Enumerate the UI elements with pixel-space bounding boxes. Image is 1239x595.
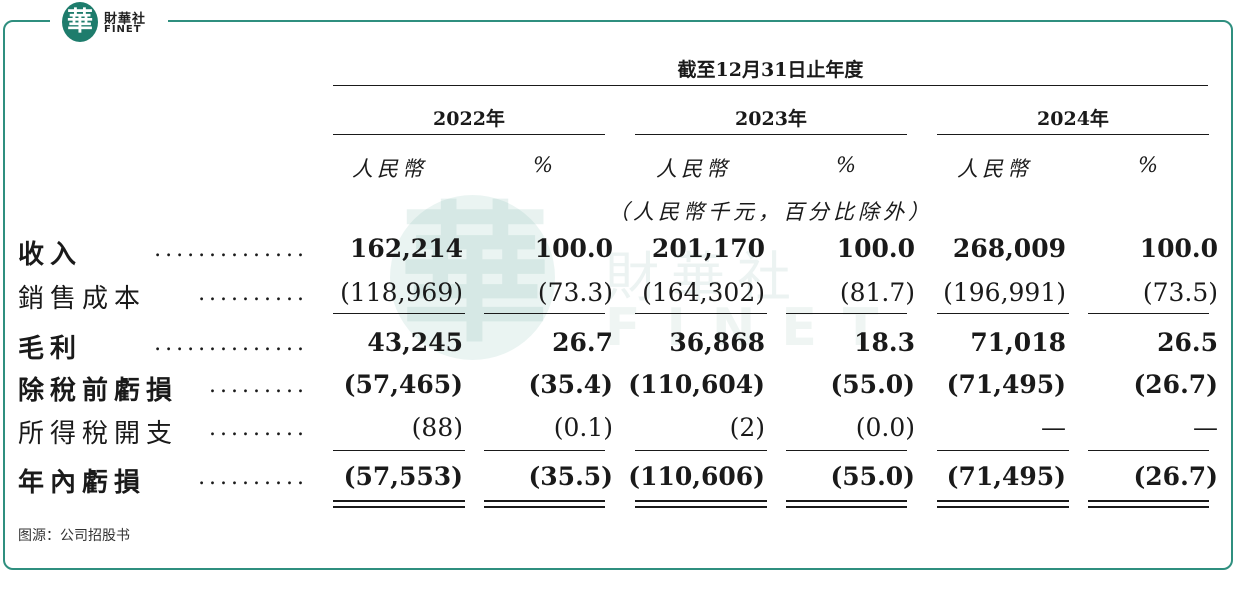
leader-dots: ......... bbox=[209, 416, 308, 441]
total-double-rule bbox=[484, 500, 605, 508]
content-frame bbox=[3, 20, 1233, 570]
subtotal-rule bbox=[484, 313, 605, 314]
cell-2022-percent: (35.4) bbox=[528, 370, 613, 399]
period-header: 截至12月31日止年度 bbox=[677, 59, 864, 81]
watermark-circle bbox=[390, 195, 555, 360]
cell-2023-percent: 100.0 bbox=[836, 234, 915, 263]
source-caption: 图源：公司招股书 bbox=[18, 528, 130, 544]
year-header-2023: 2023年 bbox=[735, 108, 807, 130]
brand-name-en: FINET bbox=[104, 24, 142, 35]
row-label: 毛利 bbox=[18, 334, 83, 364]
cell-2024-amount: (71,495) bbox=[946, 462, 1066, 491]
row-label: 銷售成本 bbox=[18, 284, 147, 314]
unit-note: （人民幣千元，百分比除外） bbox=[608, 200, 933, 224]
year-header-2024: 2024年 bbox=[1037, 108, 1109, 130]
cell-2024-amount: 268,009 bbox=[952, 234, 1066, 263]
subtotal-rule bbox=[635, 450, 767, 451]
col-currency-2022: 人民幣 bbox=[352, 157, 427, 181]
subtotal-rule bbox=[786, 313, 907, 314]
col-percent-2024: % bbox=[1138, 153, 1162, 177]
cell-2023-amount: (110,606) bbox=[628, 462, 765, 491]
cell-2022-amount: (57,553) bbox=[343, 462, 463, 491]
cell-2023-percent: (0.0) bbox=[855, 413, 915, 442]
leader-dots: .............. bbox=[154, 331, 308, 356]
total-double-rule bbox=[1088, 500, 1209, 508]
cell-2022-percent: (35.5) bbox=[528, 462, 613, 491]
subtotal-rule bbox=[484, 450, 605, 451]
subtotal-rule bbox=[333, 313, 465, 314]
subtotal-rule bbox=[1088, 313, 1209, 314]
cell-2022-percent: (0.1) bbox=[553, 413, 613, 442]
cell-2022-amount: (88) bbox=[411, 413, 463, 442]
cell-2024-amount: (196,991) bbox=[943, 278, 1066, 307]
col-currency-2024: 人民幣 bbox=[957, 157, 1032, 181]
leader-dots: .......... bbox=[198, 465, 308, 490]
row-label: 除稅前虧損 bbox=[18, 376, 179, 406]
cell-2024-percent: (26.7) bbox=[1133, 370, 1218, 399]
row-label: 年內虧損 bbox=[18, 468, 147, 498]
col-currency-2023: 人民幣 bbox=[656, 157, 731, 181]
brand-name-cn: 財華社 bbox=[104, 12, 147, 27]
finet-logo-icon: 華 bbox=[62, 2, 98, 42]
cell-2022-percent: 26.7 bbox=[552, 328, 613, 357]
subtotal-rule bbox=[1088, 450, 1209, 451]
cell-2024-amount: — bbox=[1041, 413, 1066, 442]
col-percent-2023: % bbox=[836, 153, 860, 177]
cell-2024-percent: (73.5) bbox=[1142, 278, 1218, 307]
cell-2023-amount: 201,170 bbox=[651, 234, 765, 263]
cell-2023-percent: (55.0) bbox=[830, 462, 915, 491]
subtotal-rule bbox=[635, 313, 767, 314]
subtotal-rule bbox=[786, 450, 907, 451]
header-rule bbox=[333, 85, 1208, 86]
cell-2022-percent: (73.3) bbox=[537, 278, 613, 307]
total-double-rule bbox=[635, 500, 767, 508]
year-header-2022: 2022年 bbox=[433, 108, 505, 130]
subtotal-rule bbox=[937, 450, 1069, 451]
watermark-mark: 華 bbox=[399, 187, 550, 363]
cell-2024-percent: 100.0 bbox=[1139, 234, 1218, 263]
cell-2023-amount: 36,868 bbox=[669, 328, 765, 357]
year-rule-2022 bbox=[333, 134, 605, 135]
cell-2024-percent: 26.5 bbox=[1157, 328, 1218, 357]
cell-2024-amount: 71,018 bbox=[970, 328, 1066, 357]
year-rule-2023 bbox=[635, 134, 907, 135]
cell-2024-amount: (71,495) bbox=[946, 370, 1066, 399]
cell-2022-percent: 100.0 bbox=[534, 234, 613, 263]
cell-2024-percent: (26.7) bbox=[1133, 462, 1218, 491]
cell-2023-amount: (164,302) bbox=[642, 278, 765, 307]
cell-2023-amount: (2) bbox=[729, 413, 765, 442]
subtotal-rule bbox=[333, 450, 465, 451]
cell-2023-percent: 18.3 bbox=[854, 328, 915, 357]
row-label: 收入 bbox=[18, 240, 83, 270]
total-double-rule bbox=[333, 500, 465, 508]
cell-2022-amount: (118,969) bbox=[340, 278, 463, 307]
cell-2024-percent: — bbox=[1193, 413, 1218, 442]
leader-dots: .............. bbox=[154, 237, 308, 262]
cell-2023-percent: (55.0) bbox=[830, 370, 915, 399]
leader-dots: .......... bbox=[198, 281, 308, 306]
watermark-cn: 財華社 bbox=[605, 246, 803, 309]
total-double-rule bbox=[937, 500, 1069, 508]
col-percent-2022: % bbox=[533, 153, 557, 177]
watermark-en: FINET bbox=[605, 298, 905, 358]
cell-2022-amount: 162,214 bbox=[349, 234, 463, 263]
year-rule-2024 bbox=[937, 134, 1209, 135]
cell-2023-amount: (110,604) bbox=[628, 370, 765, 399]
cell-2022-amount: 43,245 bbox=[367, 328, 463, 357]
row-label: 所得稅開支 bbox=[18, 419, 179, 449]
leader-dots: ......... bbox=[209, 373, 308, 398]
total-double-rule bbox=[786, 500, 907, 508]
cell-2022-amount: (57,465) bbox=[343, 370, 463, 399]
subtotal-rule bbox=[937, 313, 1069, 314]
cell-2023-percent: (81.7) bbox=[839, 278, 915, 307]
